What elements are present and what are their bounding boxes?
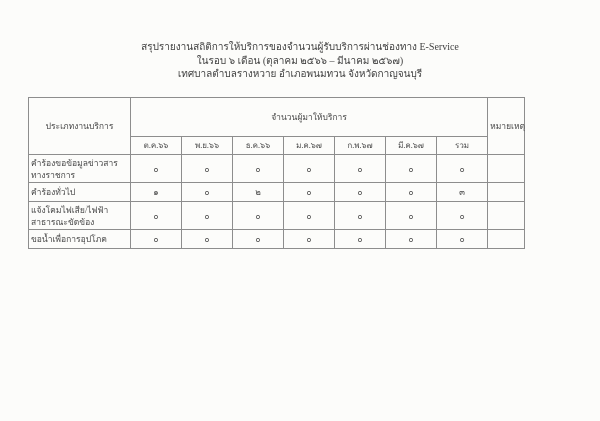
value-cell: ๐ [232,201,284,230]
total-cell: ๓ [435,182,489,202]
title-line-2: ในรอบ ๖ เดือน (ตุลาคม ๒๕๖๖ – มีนาคม ๒๕๖๗… [196,55,404,67]
total-cell: ๐ [435,201,489,230]
column-header-month-nov66: พ.ย.๖๖ [181,136,233,155]
table-row: แจ้งโคมไฟเสีย/ไฟฟ้าสาธารณะขัดข้อง ๐ ๐ ๐ … [28,201,526,230]
remark-cell [487,229,526,249]
value-cell: ๐ [385,201,437,230]
table-header-row-months: ต.ค.๖๖ พ.ย.๖๖ ธ.ค.๖๖ ม.ค.๖๗ ก.พ.๖๗ มี.ค.… [29,136,525,155]
column-header-month-oct66: ต.ค.๖๖ [130,136,182,155]
value-cell: ๐ [283,182,335,202]
value-cell: ๐ [232,154,284,183]
column-header-service-type: ประเภทงานบริการ [28,97,131,155]
remark-cell [487,182,526,202]
value-cell: ๐ [181,229,233,249]
service-type-cell: คำร้องทั่วไป [28,182,131,202]
value-cell: ๐ [181,154,233,183]
column-header-remarks: หมายเหตุ [487,97,526,155]
value-cell: ๐ [181,201,233,230]
value-cell: ๐ [283,229,335,249]
value-cell: ๐ [130,154,182,183]
title-line-3: เทศบาลตำบลรางหวาย อำเภอพนมทวน จังหวัดกาญ… [177,69,423,80]
value-cell: ๐ [283,201,335,230]
value-cell: ๐ [130,201,182,230]
service-type-cell: ขอน้ำเพื่อการอุปโภค [28,229,131,249]
value-cell: ๐ [130,229,182,249]
title-line-1: สรุปรายงานสถิติการให้บริการของจำนวนผู้รั… [141,42,459,53]
value-cell: ๒ [232,182,284,202]
remark-cell [487,154,526,183]
value-cell: ๐ [385,154,437,183]
value-cell: ๐ [181,182,233,202]
value-cell: ๐ [283,154,335,183]
value-cell: ๐ [334,229,386,249]
value-cell: ๐ [232,229,284,249]
remark-cell [487,201,526,230]
service-type-cell: คำร้องขอข้อมูลข่าวสารทางราชการ [28,154,131,183]
column-group-header-user-count: จำนวนผู้มาให้บริการ [129,97,489,137]
table-header-row-group: ประเภทงานบริการ จำนวนผู้มาให้บริการ หมาย… [28,97,526,155]
value-cell: ๐ [385,182,437,202]
column-header-month-dec66: ธ.ค.๖๖ [232,136,284,155]
value-cell: ๐ [334,154,386,183]
total-cell: ๐ [435,229,489,249]
value-cell: ๐ [334,182,386,202]
value-cell: ๐ [385,229,437,249]
service-type-cell: แจ้งโคมไฟเสีย/ไฟฟ้าสาธารณะขัดข้อง [28,201,131,230]
service-statistics-table: ประเภทงานบริการ จำนวนผู้มาให้บริการ หมาย… [28,97,526,249]
table-row: ขอน้ำเพื่อการอุปโภค ๐ ๐ ๐ ๐ ๐ ๐ ๐ [28,229,526,249]
table-row: คำร้องทั่วไป ๑ ๐ ๒ ๐ ๐ ๐ ๓ [28,182,526,202]
value-cell: ๑ [130,182,182,202]
column-header-total: รวม [435,136,489,155]
total-cell: ๐ [435,154,489,183]
column-header-month-mar67: มี.ค.๖๗ [385,136,437,155]
column-header-month-feb67: ก.พ.๖๗ [334,136,386,155]
column-header-month-jan67: ม.ค.๖๗ [283,136,335,155]
value-cell: ๐ [334,201,386,230]
document-title: สรุปรายงานสถิติการให้บริการของจำนวนผู้รั… [0,0,600,82]
table-row: คำร้องขอข้อมูลข่าวสารทางราชการ ๐ ๐ ๐ ๐ ๐… [28,154,526,183]
